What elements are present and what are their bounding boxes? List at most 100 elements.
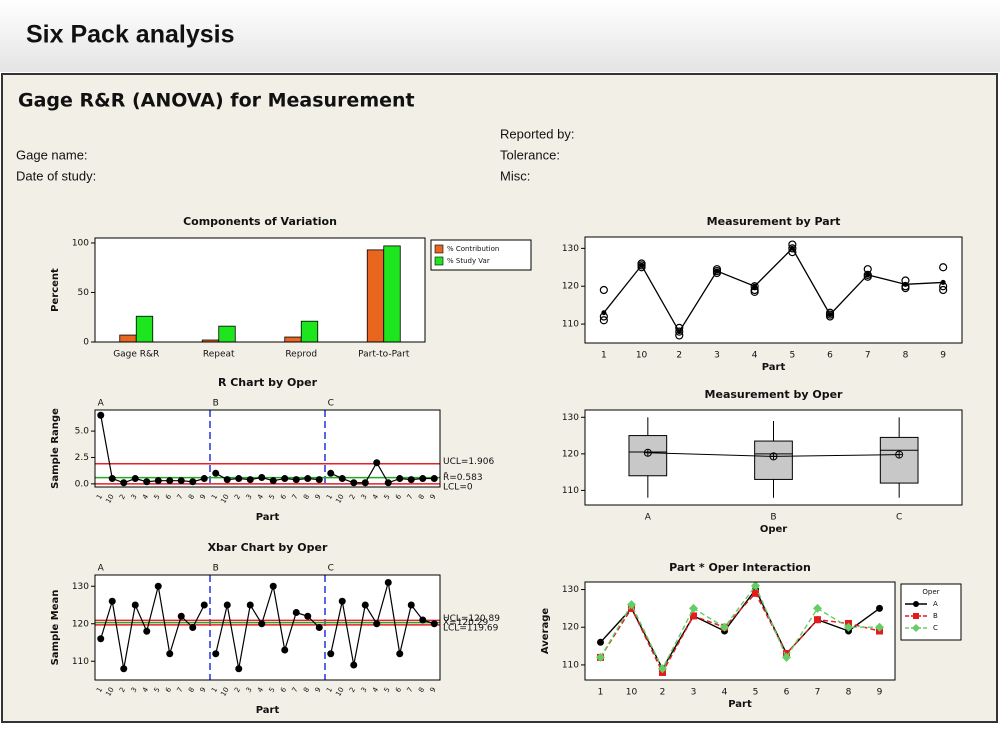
x-axis-label: Oper bbox=[760, 524, 787, 535]
y-tick-label: 100 bbox=[72, 238, 89, 248]
bar bbox=[218, 325, 236, 343]
header-band bbox=[0, 0, 1000, 72]
marker bbox=[235, 665, 243, 673]
x-tick-label: 4 bbox=[371, 493, 380, 501]
marker bbox=[714, 268, 720, 274]
marker bbox=[304, 475, 312, 483]
x-tick-label: 6 bbox=[279, 493, 288, 501]
marker bbox=[875, 622, 884, 632]
marker bbox=[108, 475, 116, 483]
marker bbox=[751, 581, 760, 591]
marker bbox=[212, 469, 220, 477]
x-tick-label: 8 bbox=[846, 688, 852, 698]
chart-title: Part * Oper Interaction bbox=[669, 561, 811, 574]
x-tick-label: 6 bbox=[827, 351, 833, 361]
marker bbox=[407, 601, 415, 609]
plot-border bbox=[94, 237, 426, 343]
marker bbox=[177, 612, 185, 620]
x-tick-label: Reprod bbox=[285, 350, 317, 360]
x-tick-label: 3 bbox=[691, 688, 697, 698]
marker bbox=[258, 474, 266, 482]
x-tick-label: 1 bbox=[325, 493, 334, 501]
observation bbox=[863, 270, 872, 279]
legend-swatch bbox=[434, 244, 444, 254]
x-tick-label: 6 bbox=[394, 493, 403, 501]
chart-title: R Chart by Oper bbox=[218, 376, 318, 389]
info-label: Tolerance: bbox=[500, 147, 560, 162]
x-tick-label: 10 bbox=[636, 351, 648, 361]
x-tick-label: 2 bbox=[676, 351, 682, 361]
group-label: B bbox=[213, 399, 219, 409]
series-line bbox=[215, 586, 320, 669]
marker bbox=[597, 638, 604, 646]
series-line bbox=[330, 461, 435, 484]
y-tick-label: 110 bbox=[72, 657, 89, 667]
marker bbox=[315, 624, 323, 631]
marker bbox=[373, 620, 381, 628]
plot-border bbox=[94, 574, 441, 681]
x-tick-label: 6 bbox=[394, 686, 403, 694]
x-tick-label: 7 bbox=[406, 493, 415, 501]
x-tick-label: 4 bbox=[256, 493, 265, 501]
marker bbox=[269, 477, 277, 485]
bar bbox=[119, 334, 137, 343]
marker bbox=[235, 475, 243, 483]
y-tick-label: 5.0 bbox=[75, 427, 90, 437]
marker bbox=[690, 612, 697, 620]
group-label: C bbox=[328, 564, 334, 574]
control-limit-label: LCL=0 bbox=[443, 482, 473, 492]
marker bbox=[200, 475, 208, 483]
control-limit-label: LCL=119.69 bbox=[443, 623, 499, 633]
x-tick-label: 5 bbox=[789, 351, 795, 361]
x-tick-label: 1 bbox=[598, 688, 604, 698]
marker bbox=[752, 589, 759, 597]
marker bbox=[876, 604, 883, 612]
legend-marker bbox=[912, 624, 920, 632]
control-limit-label: UCL=1.906 bbox=[443, 457, 494, 467]
x-tick-label: 6 bbox=[279, 686, 288, 694]
chart-title: Measurement by Part bbox=[707, 215, 841, 228]
x-axis-label: Part bbox=[728, 699, 752, 710]
x-tick-label: 10 bbox=[334, 493, 345, 505]
plot-border bbox=[584, 236, 963, 344]
marker bbox=[902, 281, 908, 287]
x-tick-label: 8 bbox=[187, 686, 196, 694]
x-tick-label: 10 bbox=[219, 686, 230, 698]
y-tick-label: 130 bbox=[562, 585, 579, 595]
x-tick-label: 2 bbox=[660, 688, 666, 698]
marker bbox=[246, 601, 254, 609]
marker bbox=[120, 665, 128, 673]
x-tick-label: 10 bbox=[104, 493, 115, 505]
mean-marker bbox=[643, 448, 652, 457]
x-tick-label: 7 bbox=[406, 686, 415, 694]
marker bbox=[200, 601, 208, 609]
y-tick-label: 110 bbox=[562, 486, 579, 496]
marker bbox=[361, 601, 369, 609]
y-tick-label: 50 bbox=[78, 288, 90, 298]
plot-area bbox=[95, 575, 440, 680]
x-tick-label: 8 bbox=[417, 493, 426, 501]
mean-cross bbox=[644, 449, 651, 456]
x-tick-label: 2 bbox=[233, 493, 242, 501]
legend-swatch bbox=[434, 256, 444, 266]
marker bbox=[601, 310, 607, 316]
x-tick-label: 1 bbox=[210, 493, 219, 501]
x-tick-label: 3 bbox=[360, 493, 369, 501]
y-tick-label: 110 bbox=[562, 320, 579, 330]
x-tick-label: 8 bbox=[417, 686, 426, 694]
x-tick-label: 1 bbox=[95, 686, 104, 694]
x-tick-label: 4 bbox=[722, 688, 728, 698]
mean-marker bbox=[895, 450, 904, 459]
marker bbox=[419, 475, 427, 483]
chart-title: Xbar Chart by Oper bbox=[208, 541, 328, 554]
marker bbox=[813, 603, 822, 613]
x-tick-label: Part-to-Part bbox=[358, 350, 410, 360]
control-limit-label: X̄=120.29 bbox=[443, 617, 488, 629]
x-tick-label: 4 bbox=[141, 493, 150, 501]
observation bbox=[637, 261, 646, 270]
marker bbox=[676, 329, 682, 335]
plot-border bbox=[584, 409, 963, 506]
info-label: Reported by: bbox=[500, 126, 574, 141]
marker bbox=[396, 650, 404, 658]
